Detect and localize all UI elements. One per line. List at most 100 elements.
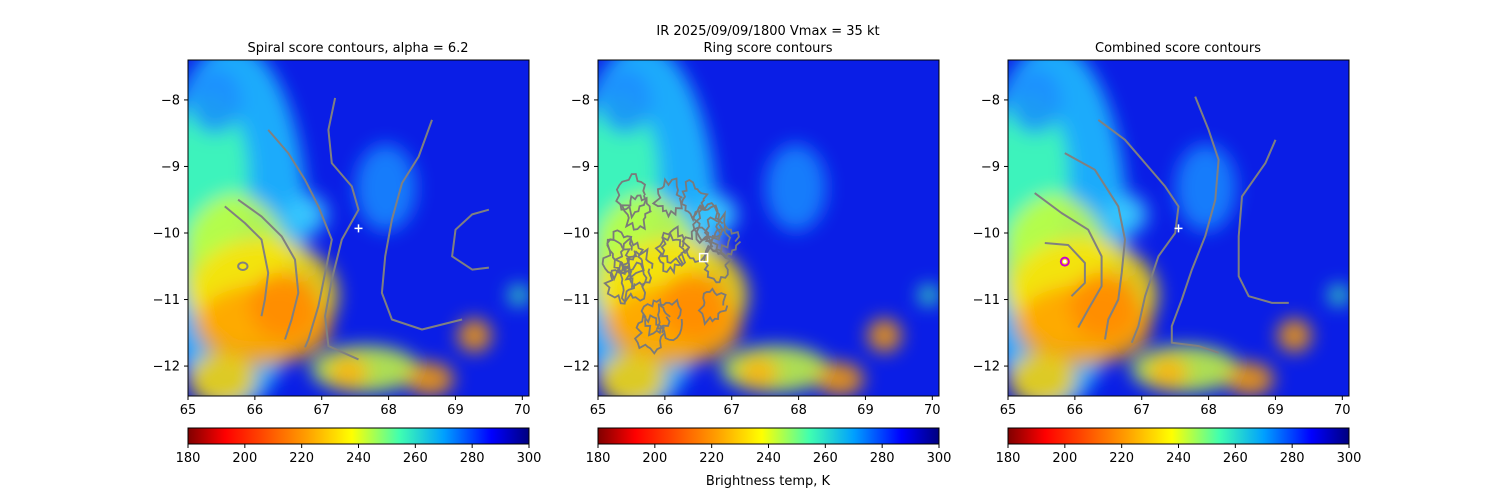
colorbar-tick-label: 200 xyxy=(1052,451,1077,466)
marker-group xyxy=(1059,224,1183,267)
ring-contour xyxy=(703,210,732,256)
colorbar-ramp xyxy=(187,427,530,445)
heat-blob xyxy=(1147,355,1189,390)
y-tick-label: −8 xyxy=(981,93,1000,108)
contour-line xyxy=(1034,192,1103,328)
colorbar-tick-label: 220 xyxy=(1109,451,1134,466)
ring-contour xyxy=(654,231,687,275)
figure-suptitle: IR 2025/09/09/1800 Vmax = 35 kt xyxy=(656,24,879,39)
heat-blob xyxy=(598,66,653,134)
contour-line xyxy=(267,129,333,348)
ring-contour xyxy=(655,298,683,342)
contour-line xyxy=(1237,139,1289,304)
contour-line xyxy=(1064,152,1126,340)
contour-group xyxy=(1034,96,1289,354)
x-tick-label: 65 xyxy=(180,403,197,418)
colorbar-tick-label: 300 xyxy=(927,451,952,466)
contour-group xyxy=(224,97,490,361)
heat-blob xyxy=(355,144,417,232)
y-tick-label: −12 xyxy=(563,360,590,375)
panel-combined: Combined score contours 65 66 67 68 69 70 −8−… xyxy=(973,41,1362,466)
colorbar-tick-label: 180 xyxy=(586,451,611,466)
colorbar-tick-label: 220 xyxy=(699,451,724,466)
heatmap-image xyxy=(188,60,529,396)
x-tick-label: 67 xyxy=(313,403,330,418)
x-tick-label: 67 xyxy=(723,403,740,418)
x-tick-label: 67 xyxy=(1133,403,1150,418)
ring-contour xyxy=(651,177,683,219)
colorbar-tick-label: 220 xyxy=(289,451,314,466)
y-axis: −8 −9 −10 −11 −12 xyxy=(153,93,188,375)
center-marker xyxy=(698,252,709,263)
heat-blob xyxy=(765,144,827,232)
center-marker xyxy=(1174,224,1183,233)
heat-blob xyxy=(737,355,779,390)
x-tick-label: 69 xyxy=(857,403,874,418)
contour-line xyxy=(1044,242,1086,297)
heat-blob xyxy=(1328,285,1349,306)
colorbar-tick-label: 280 xyxy=(870,451,895,466)
heat-blob xyxy=(188,66,243,134)
marker-group xyxy=(698,252,709,263)
x-axis: 65 66 67 68 69 70 xyxy=(1000,396,1351,418)
x-tick-label: 68 xyxy=(790,403,807,418)
heat-blob xyxy=(1106,194,1148,235)
center-marker xyxy=(1059,256,1070,267)
x-tick-label: 66 xyxy=(657,403,674,418)
colorbar-tick-label: 300 xyxy=(517,451,542,466)
colorbar-ramp xyxy=(597,427,940,445)
x-tick-label: 70 xyxy=(1334,403,1351,418)
y-tick-label: −11 xyxy=(153,293,180,308)
colorbar-tick-label: 260 xyxy=(403,451,428,466)
heatmap-image xyxy=(1008,60,1349,396)
ring-contour xyxy=(660,225,691,268)
colorbar-tick-label: 180 xyxy=(176,451,201,466)
colorbar-tick-label: 260 xyxy=(813,451,838,466)
panel-ring: Ring score contours 65 66 67 68 69 70 −8 −9 −10… xyxy=(563,41,952,489)
contour-line xyxy=(1170,96,1220,354)
colorbar-tick-label: 200 xyxy=(232,451,257,466)
ring-contour xyxy=(640,298,671,337)
ring-contour xyxy=(601,238,631,282)
colorbar: 180 200 220 240 260 280 300 xyxy=(586,427,952,466)
y-tick-label: −11 xyxy=(973,293,1000,308)
contour-group xyxy=(601,173,742,355)
heat-blob xyxy=(249,271,318,339)
colorbar-tick-label: 280 xyxy=(1280,451,1305,466)
ring-contour xyxy=(697,287,729,326)
panel-spiral: Spiral score contours, alpha = 6.2 65 66 6… xyxy=(153,41,542,466)
y-tick-label: −11 xyxy=(563,293,590,308)
colorbar-tick-label: 200 xyxy=(642,451,667,466)
heat-blob xyxy=(327,355,369,390)
colorbar-tick-label: 240 xyxy=(1166,451,1191,466)
contour-line xyxy=(1097,119,1180,344)
contour-line xyxy=(224,205,270,317)
colorbar-tick-label: 300 xyxy=(1337,451,1362,466)
y-tick-label: −10 xyxy=(153,226,180,241)
ring-contour xyxy=(681,226,714,264)
y-tick-label: −9 xyxy=(161,160,180,175)
y-axis: −8 −9 −10 −11 −12 xyxy=(563,93,598,375)
heat-blob xyxy=(508,285,529,306)
heat-blob xyxy=(1008,352,1077,396)
heat-blob xyxy=(406,362,454,396)
heat-blob xyxy=(918,285,939,306)
x-tick-label: 65 xyxy=(590,403,607,418)
axes-frame xyxy=(597,59,940,397)
y-tick-label: −12 xyxy=(153,360,180,375)
y-axis: −8 −9 −10 −11 −12 xyxy=(973,93,1008,375)
x-axis: 65 66 67 68 69 70 xyxy=(590,396,941,418)
heat-blob xyxy=(816,362,864,396)
y-tick-label: −9 xyxy=(981,160,1000,175)
heat-blob xyxy=(1226,362,1274,396)
ring-contour xyxy=(633,313,666,355)
center-marker-dot xyxy=(1063,259,1067,264)
heat-blob xyxy=(1175,144,1237,232)
y-tick-label: −10 xyxy=(563,226,590,241)
x-tick-label: 69 xyxy=(447,403,464,418)
axes-frame xyxy=(187,59,530,397)
y-tick-label: −10 xyxy=(973,226,1000,241)
x-tick-label: 68 xyxy=(1200,403,1217,418)
heat-blob xyxy=(457,318,492,353)
heatmap-image xyxy=(598,60,939,396)
